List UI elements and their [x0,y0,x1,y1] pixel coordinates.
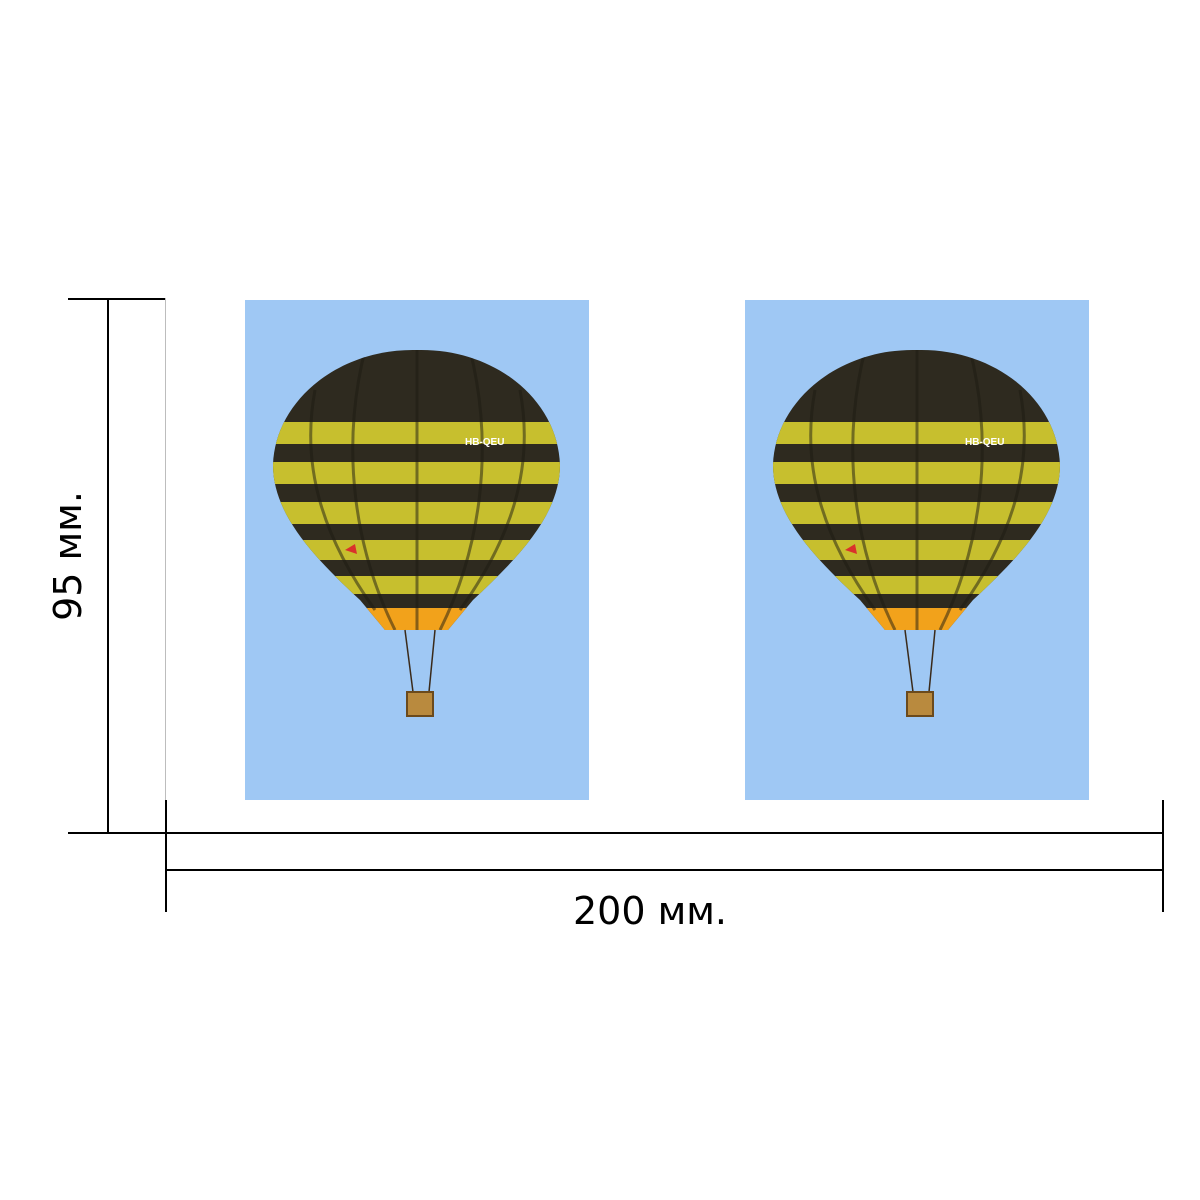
height-dimension-label: 95 мм. [46,491,90,621]
width-dimension-top-line [165,832,1164,834]
balloon-photo-left: HB-QEU [245,300,589,800]
registration-text: HB-QEU [465,437,504,448]
registration-text: HB-QEU [965,437,1004,448]
width-dimension-label: 200 мм. [572,889,728,933]
width-dimension-right-tick [1162,800,1164,912]
height-dimension-bottom-tick [68,832,166,834]
width-dimension-line [165,869,1164,871]
balloon-illustration: HB-QEU [245,300,589,800]
balloon-photo-right: HB-QEU [745,300,1089,800]
height-dimension-top-tick [68,298,166,300]
width-dimension-left-tick [165,800,167,912]
height-dimension-line [107,298,109,834]
balloon-illustration: HB-QEU [745,300,1089,800]
height-dimension-edge-line [165,298,166,834]
